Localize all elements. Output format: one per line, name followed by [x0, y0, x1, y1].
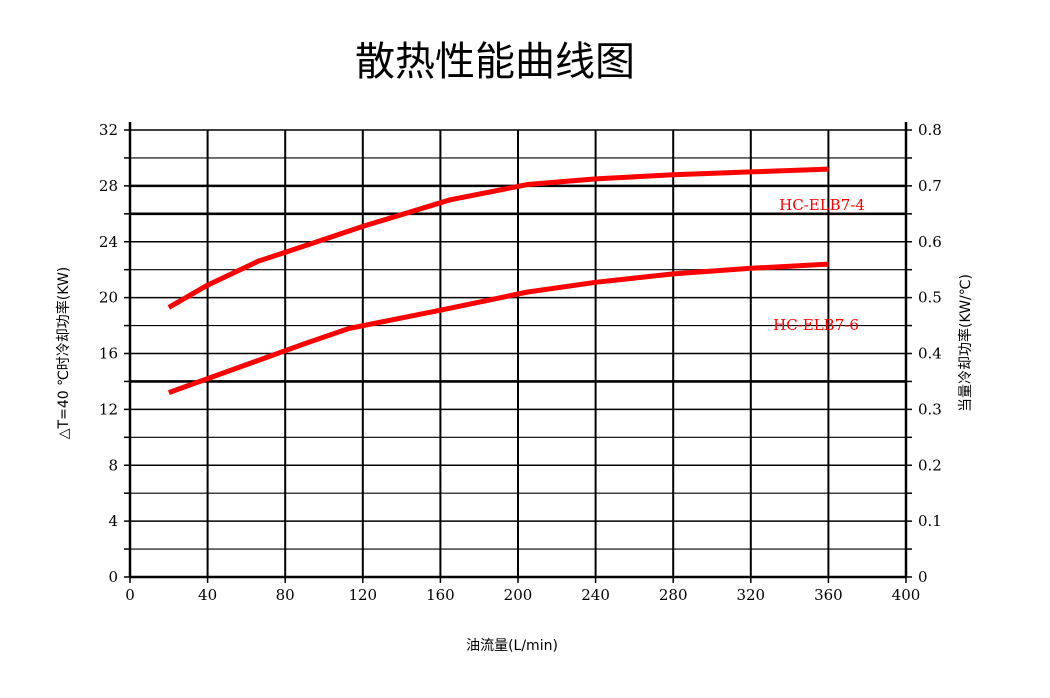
x-tick-label: 400 — [892, 586, 921, 604]
y-tick-label: 4 — [108, 512, 118, 530]
series-line-hc-elb7-4 — [167, 166, 829, 310]
y-tick-label: 0 — [108, 568, 118, 586]
y-tick-label: 20 — [99, 289, 118, 307]
y2-tick-label: 0.2 — [918, 456, 942, 474]
x-tick-label: 120 — [348, 586, 377, 604]
y2-tick-label: 0.7 — [918, 177, 942, 195]
x-axis-label: 油流量(L/min) — [466, 638, 558, 654]
y2-axis-label: 当量冷却功率(KW/℃) — [957, 274, 974, 412]
y-tick-label: 16 — [99, 345, 118, 363]
x-tick-label: 280 — [659, 586, 688, 604]
series-label: HC-ELB7-6 — [773, 316, 859, 334]
y2-tick-label: 0 — [918, 568, 928, 586]
y-tick-label: 28 — [99, 177, 118, 195]
series-group: HC-ELB7-4 HC-ELB7-6 — [167, 166, 865, 395]
y-tick-label: 24 — [99, 233, 118, 251]
y2-tick-label: 0.6 — [918, 233, 942, 251]
y2-tick-label: 0.5 — [918, 289, 942, 307]
y2-tick-label: 0.1 — [918, 512, 942, 530]
x-tick-label: 200 — [504, 586, 533, 604]
y2-tick-label: 0.8 — [918, 121, 942, 139]
series-label: HC-ELB7-4 — [779, 196, 865, 214]
y-tick-label: 12 — [99, 400, 118, 418]
series-line-hc-elb7-6 — [167, 261, 829, 395]
chart-title: 散热性能曲线图 — [355, 39, 635, 85]
x-tick-label: 320 — [736, 586, 765, 604]
tick-labels: 0 40 80 120 160 200 240 280 320 360 40004812162024… — [99, 121, 942, 604]
y-axis-label: △T=40 ℃时冷却功率(KW) — [55, 267, 72, 439]
y2-tick-label: 0.3 — [918, 400, 942, 418]
x-tick-label: 160 — [426, 586, 455, 604]
y-tick-label: 32 — [99, 121, 118, 139]
x-tick-label: 240 — [581, 586, 610, 604]
x-tick-label: 40 — [198, 586, 217, 604]
x-tick-label: 0 — [125, 586, 135, 604]
x-tick-label: 80 — [276, 586, 295, 604]
y2-tick-label: 0.4 — [918, 345, 942, 363]
x-tick-label: 360 — [814, 586, 843, 604]
y-tick-label: 8 — [108, 456, 118, 474]
grid — [124, 122, 912, 583]
